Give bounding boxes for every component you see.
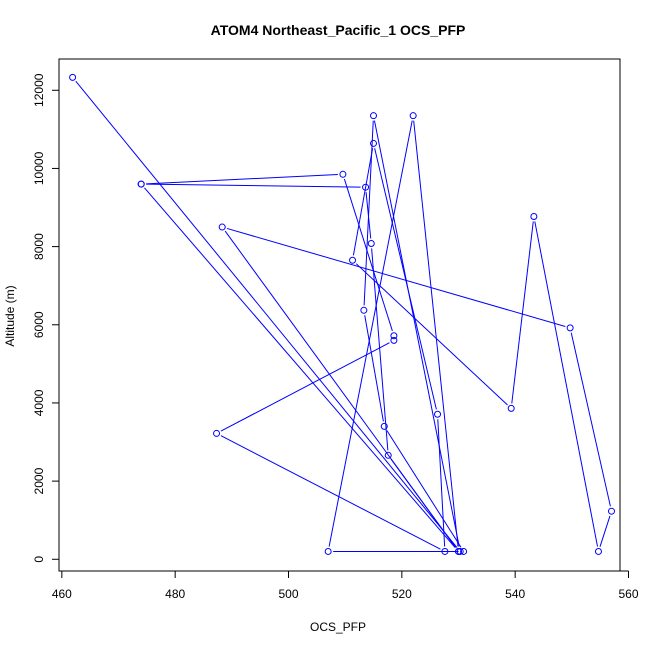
data-point: [370, 112, 377, 120]
series-segment: [365, 192, 372, 239]
y-tick-label: 10000: [32, 151, 46, 185]
series-segment: [437, 419, 446, 547]
data-point: [384, 451, 392, 459]
data-point: [218, 223, 226, 231]
data-point: [409, 112, 417, 120]
x-axis-label: OCS_PFP: [310, 620, 366, 634]
x-axis: 460 480 500 520 540 560: [52, 570, 639, 601]
series-segment: [224, 230, 456, 548]
data-point: [390, 336, 398, 344]
data-point: [69, 73, 77, 81]
data-point: [367, 239, 375, 247]
series-segment: [534, 221, 599, 547]
y-tick-label: 2000: [32, 467, 46, 494]
x-tick-label: 500: [278, 587, 298, 601]
series-segment: [374, 148, 437, 410]
data-point: [460, 547, 468, 555]
series-layer: [69, 73, 615, 555]
y-tick-label: 8000: [32, 233, 46, 260]
data-point: [339, 170, 347, 178]
data-point: [213, 429, 221, 437]
series-segment: [352, 148, 374, 256]
data-point: [434, 410, 442, 418]
series-segment: [144, 187, 456, 549]
series-segment: [355, 263, 508, 406]
series-segment: [146, 174, 338, 185]
data-point: [137, 180, 145, 188]
data-point: [380, 422, 388, 430]
series-segment: [364, 315, 384, 422]
data-point: [390, 332, 398, 340]
x-tick-label: 540: [505, 587, 525, 601]
series-segment: [386, 430, 462, 548]
series-segment: [413, 120, 459, 547]
data-point: [349, 256, 357, 264]
series-segment: [328, 120, 413, 547]
data-point: [566, 324, 574, 332]
series-segment: [511, 221, 534, 404]
data-point: [530, 213, 538, 221]
series-segment: [75, 80, 458, 548]
chart-title: ATOM4 Northeast_Pacific_1 OCS_PFP: [211, 22, 466, 38]
data-point: [324, 547, 332, 555]
data-point: [507, 404, 515, 412]
y-tick-label: 12000: [32, 73, 46, 107]
data-point: [608, 507, 615, 515]
x-tick-label: 460: [52, 587, 72, 601]
x-tick-label: 480: [165, 587, 185, 601]
series-segment: [373, 120, 460, 547]
y-axis-label: Altitude (m): [3, 285, 17, 346]
data-point: [370, 139, 377, 147]
y-tick-label: 6000: [32, 311, 46, 338]
series-segment: [570, 332, 611, 507]
data-point: [441, 547, 449, 555]
y-axis: 0 2000 4000 6000 8000 10000 12000: [32, 73, 60, 563]
series-segment: [226, 227, 566, 327]
data-point: [594, 547, 602, 555]
series-segment: [343, 178, 393, 332]
series-segment: [363, 120, 374, 306]
y-tick-label: 4000: [32, 389, 46, 416]
y-tick-label: 0: [32, 556, 46, 563]
series-segment: [220, 342, 390, 432]
data-point: [455, 547, 462, 555]
series-segment: [220, 435, 441, 550]
series-segment: [146, 183, 361, 188]
data-point: [360, 306, 368, 314]
data-point: [362, 183, 370, 191]
series-segment: [371, 248, 389, 451]
x-tick-label: 520: [392, 587, 412, 601]
x-tick-label: 560: [618, 587, 638, 601]
series-segment: [599, 515, 611, 547]
